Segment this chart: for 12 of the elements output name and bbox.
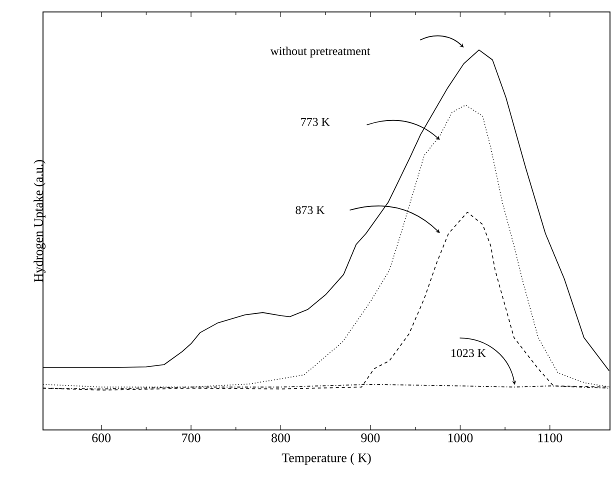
x-tick-label: 700 bbox=[182, 434, 200, 442]
x-tick-label: 800 bbox=[272, 434, 290, 442]
x-tick-label: 600 bbox=[92, 434, 111, 442]
annotation: 773 K bbox=[301, 118, 330, 126]
annotation: without pretreatment bbox=[270, 46, 370, 58]
x-tick-label: 900 bbox=[361, 434, 380, 442]
x-axis-title: Temperature ( K) bbox=[282, 453, 371, 465]
x-tick-label: 1000 bbox=[448, 434, 473, 442]
x-tick-label: 1100 bbox=[538, 434, 562, 442]
y-axis-title: Hydrogen Uptake (a.u.) bbox=[34, 160, 46, 282]
annotation: 873 K bbox=[296, 206, 325, 214]
annotation: 1023 K bbox=[452, 349, 486, 358]
